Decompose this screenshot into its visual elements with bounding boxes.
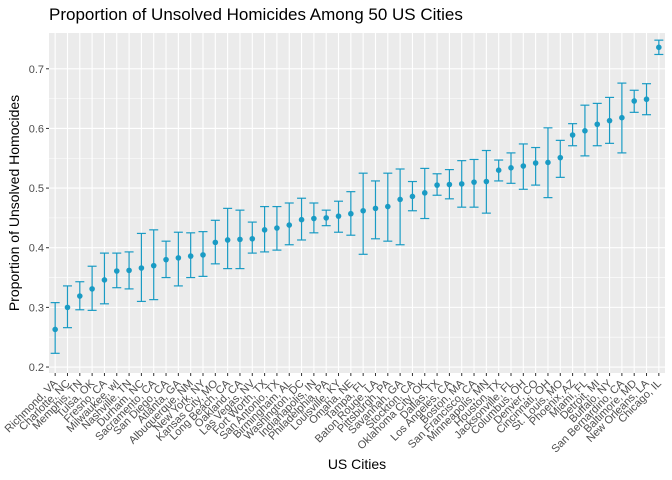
data-point: [163, 256, 169, 263]
y-axis-label: Proportion of Unsolved Homocides: [6, 95, 22, 311]
data-point: [335, 213, 342, 219]
data-point: [261, 227, 268, 233]
data-point: [311, 215, 317, 222]
data-point: [421, 190, 428, 196]
data-point: [286, 222, 293, 228]
data-point: [126, 267, 132, 274]
data-point: [77, 293, 83, 299]
data-point: [150, 262, 157, 269]
y-axis: 0.2 0.3 0.4 0.5 0.6 0.7: [29, 64, 49, 374]
data-point: [569, 132, 576, 138]
data-point: [385, 203, 391, 210]
y-tick-label: 0.3: [29, 302, 44, 314]
data-point: [520, 163, 527, 169]
data-point: [200, 252, 206, 258]
data-point: [52, 326, 58, 333]
data-point: [237, 236, 243, 243]
data-point: [458, 181, 465, 187]
data-point: [187, 253, 194, 259]
x-axis-label: US Cities: [328, 456, 386, 472]
plot-panel: [49, 33, 665, 373]
y-tick-label: 0.5: [29, 183, 44, 195]
data-point: [138, 265, 145, 271]
data-point: [532, 160, 539, 166]
data-point: [471, 179, 477, 185]
y-tick-label: 0.2: [29, 362, 44, 374]
data-point: [274, 225, 280, 231]
data-point: [545, 159, 551, 166]
data-point: [89, 286, 95, 292]
data-point: [224, 237, 231, 243]
data-point: [249, 235, 256, 242]
y-tick-label: 0.6: [29, 123, 44, 135]
data-point: [64, 304, 71, 311]
data-point: [409, 193, 416, 200]
data-point: [631, 98, 637, 104]
data-point: [557, 154, 564, 161]
chart-title: Proportion of Unsolved Homicides Among 5…: [49, 5, 463, 24]
data-point: [113, 268, 120, 274]
data-point: [483, 178, 490, 185]
data-point: [397, 196, 403, 203]
data-point: [495, 167, 502, 173]
data-point: [656, 44, 662, 51]
data-point: [372, 205, 379, 212]
data-point: [582, 128, 588, 134]
y-tick-label: 0.4: [29, 243, 44, 255]
data-point: [323, 215, 330, 221]
data-point: [508, 165, 514, 171]
data-points: [52, 44, 662, 333]
data-point: [101, 277, 108, 283]
data-point: [619, 114, 625, 121]
y-tick-label: 0.7: [29, 64, 44, 76]
data-point: [360, 207, 366, 214]
data-point: [348, 210, 354, 217]
data-point: [298, 216, 305, 223]
data-point: [434, 182, 440, 188]
grid-major: [49, 33, 665, 373]
data-point: [446, 181, 453, 188]
data-point: [594, 121, 601, 128]
data-point: [606, 117, 613, 124]
data-point: [212, 239, 219, 246]
data-point: [643, 96, 650, 103]
data-point: [175, 255, 182, 261]
